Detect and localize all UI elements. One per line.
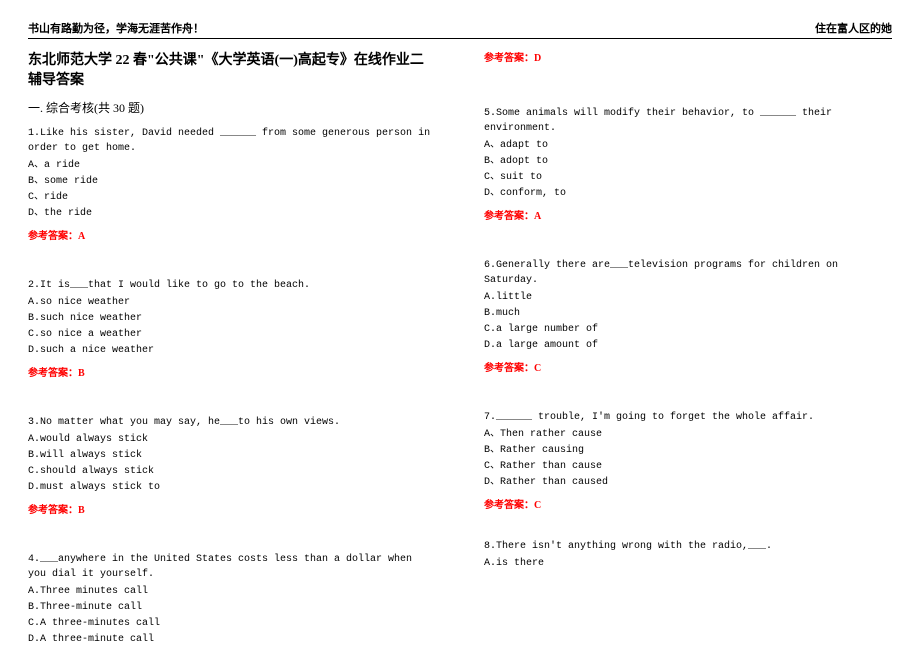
option-b: B.Three-minute call (28, 600, 436, 615)
option-d: D、the ride (28, 206, 436, 221)
option-b: B、Rather causing (484, 443, 892, 458)
answer-6: 参考答案：C (484, 359, 892, 374)
option-b: B.much (484, 306, 892, 321)
question-6: 6.Generally there are___television progr… (484, 258, 892, 353)
option-b: B、some ride (28, 174, 436, 189)
question-1: 1.Like his sister, David needed ______ f… (28, 126, 436, 221)
option-d: D.must always stick to (28, 480, 436, 495)
question-text: 2.It is___that I would like to go to the… (28, 278, 436, 293)
option-c: C.a large number of (484, 322, 892, 337)
question-text: 4.___anywhere in the United States costs… (28, 552, 436, 582)
answer-3: 参考答案：B (28, 501, 436, 516)
question-text: 6.Generally there are___television progr… (484, 258, 892, 288)
option-c: C.A three-minutes call (28, 616, 436, 631)
question-3: 3.No matter what you may say, he___to hi… (28, 415, 436, 495)
header-left: 书山有路勤为径，学海无涯苦作舟！ (28, 20, 204, 36)
option-b: B.will always stick (28, 448, 436, 463)
option-d: D.such a nice weather (28, 343, 436, 358)
answer-7: 参考答案：C (484, 496, 892, 511)
option-d: D、Rather than caused (484, 475, 892, 490)
section-heading: 一. 综合考核(共 30 题) (28, 99, 436, 116)
header-right: 住在富人区的她 (815, 20, 892, 36)
question-2: 2.It is___that I would like to go to the… (28, 278, 436, 358)
option-a: A.is there (484, 556, 892, 571)
question-8: 8.There isn't anything wrong with the ra… (484, 539, 892, 571)
question-text: 7.______ trouble, I'm going to forget th… (484, 410, 892, 425)
option-b: B、adopt to (484, 154, 892, 169)
page-header: 书山有路勤为径，学海无涯苦作舟！ 住在富人区的她 (28, 20, 892, 39)
question-7: 7.______ trouble, I'm going to forget th… (484, 410, 892, 490)
left-column: 东北师范大学 22 春"公共课"《大学英语(一)高起专》在线作业二辅导答案 一.… (28, 49, 436, 653)
option-a: A.would always stick (28, 432, 436, 447)
option-a: A、Then rather cause (484, 427, 892, 442)
option-c: C、ride (28, 190, 436, 205)
option-b: B.such nice weather (28, 311, 436, 326)
answer-2: 参考答案：B (28, 364, 436, 379)
option-c: C、suit to (484, 170, 892, 185)
question-4: 4.___anywhere in the United States costs… (28, 552, 436, 647)
question-text: 5.Some animals will modify their behavio… (484, 106, 892, 136)
content-columns: 东北师范大学 22 春"公共课"《大学英语(一)高起专》在线作业二辅导答案 一.… (28, 49, 892, 653)
document-title: 东北师范大学 22 春"公共课"《大学英语(一)高起专》在线作业二辅导答案 (28, 49, 436, 89)
option-d: D、conform, to (484, 186, 892, 201)
option-d: D.A three-minute call (28, 632, 436, 647)
option-c: C、Rather than cause (484, 459, 892, 474)
answer-4: 参考答案：D (484, 49, 892, 64)
option-a: A.so nice weather (28, 295, 436, 310)
option-a: A.little (484, 290, 892, 305)
option-a: A.Three minutes call (28, 584, 436, 599)
question-text: 1.Like his sister, David needed ______ f… (28, 126, 436, 156)
question-text: 8.There isn't anything wrong with the ra… (484, 539, 892, 554)
answer-1: 参考答案：A (28, 227, 436, 242)
option-c: C.so nice a weather (28, 327, 436, 342)
option-a: A、a ride (28, 158, 436, 173)
option-d: D.a large amount of (484, 338, 892, 353)
answer-5: 参考答案：A (484, 207, 892, 222)
question-5: 5.Some animals will modify their behavio… (484, 106, 892, 201)
option-c: C.should always stick (28, 464, 436, 479)
question-text: 3.No matter what you may say, he___to hi… (28, 415, 436, 430)
option-a: A、adapt to (484, 138, 892, 153)
right-column: 参考答案：D 5.Some animals will modify their … (484, 49, 892, 653)
